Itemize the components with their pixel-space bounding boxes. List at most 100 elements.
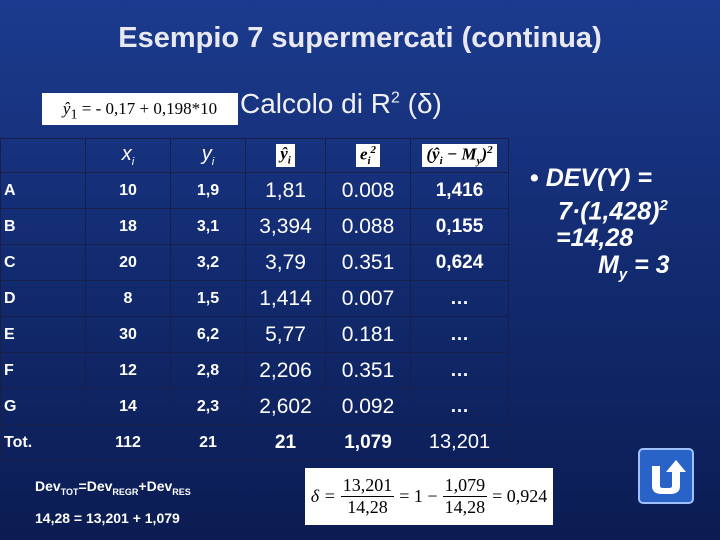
table-cell: 2,602 [245,388,326,425]
header-base: y [201,143,212,165]
table-cell: 3,79 [245,244,326,281]
bullet-line: • DEV(Y) = [530,165,720,192]
header-row: xi yi ŷi ei2 (ŷi − My)2 [0,138,509,173]
header-base: ŷ [280,144,288,164]
table-cell: G [0,388,86,425]
subtitle-rest: (δ) [399,88,442,119]
table-cell: 0,155 [410,208,509,245]
table-row: Tot. 112 21 21 1,079 13,201 [0,424,509,461]
table-cell: 0,624 [410,244,509,281]
table-cell: … [410,388,509,425]
table-cell: 1,81 [245,172,326,209]
header-sub: y [476,155,482,168]
table-cell: 2,8 [170,352,246,389]
subtitle: Calcolo di R2 (δ) [240,88,442,120]
denominator: 14,28 [347,497,388,517]
header-label: xi [122,143,134,168]
subtitle-sup: 2 [390,89,400,107]
delta-mid: = 1 − [399,486,438,506]
header-cell: ŷi [245,138,326,173]
regression-formula: ŷ1 = - 0,17 + 0,198*10 [42,93,238,125]
data-table: xi yi ŷi ei2 (ŷi − My)2 A 10 1,9 1,81 0.008 1,416 B… [0,138,509,461]
numerator: 13,201 [340,475,395,497]
table-cell: 1,079 [325,424,411,461]
header-sub: i [287,154,291,167]
header-sub: i [367,155,371,168]
table-cell: B [0,208,86,245]
bullet-sup: 2 [659,197,668,214]
header-cell [0,138,86,173]
bullet-sub: y [618,266,628,284]
table-cell: 8 [85,280,171,317]
table-cell: E [0,316,86,353]
delta-result: = 0,924 [492,486,548,506]
header-close: ) [481,144,488,164]
bullet-dot: • [530,164,546,192]
decomposition: DevTOT=DevREGR+DevRES [35,478,191,497]
table-cell: 5,77 [245,316,326,353]
decomp-text: +Dev [138,478,173,494]
header-label: (ŷi − My)2 [422,143,497,168]
header-base: (ŷ [426,144,440,164]
bullet-text: 7·(1,428) [558,197,660,226]
table-cell: 30 [85,316,171,353]
table-cell: 2,206 [245,352,326,389]
table-cell: F [0,352,86,389]
table-cell: … [410,280,509,317]
table-cell: 6,2 [170,316,246,353]
table-row: F 12 2,8 2,206 0.351… [0,352,509,389]
delta-formula: δ = 13,201 14,28 = 1 − 1,079 14,28 = 0,924 [305,468,553,525]
table-cell: 1,414 [245,280,326,317]
bullet-text: =14,28 [556,224,634,253]
table-cell: 3,394 [245,208,326,245]
bullet-text: DEV(Y) = [545,164,652,192]
table-row: D 8 1,5 1,414 0.007… [0,280,509,317]
table-cell: 10 [85,172,171,209]
bullet-text: = 3 [627,251,670,280]
table-cell: D [0,280,86,317]
numerator: 1,079 [442,475,488,497]
table-cell: 0.351 [325,352,411,389]
denominator: 14,28 [444,497,486,517]
table-cell: 1,5 [170,280,246,317]
header-sub: i [439,155,443,168]
table-cell: 21 [245,424,326,461]
header-sup: 2 [487,143,493,156]
table-row: E 30 6,2 5,77 0.181… [0,316,509,353]
bullet-line: My = 3 [530,252,720,288]
header-cell: ei2 [325,138,411,173]
header-rest: − M [442,144,477,164]
table-cell: 0.092 [325,388,411,425]
decomp-text: =Dev [78,478,113,494]
bullet-line: =14,28 [530,225,720,252]
table-cell: 0.181 [325,316,411,353]
fraction: 13,201 14,28 [340,475,395,518]
header-cell: (ŷi − My)2 [410,138,509,173]
table-cell: 14 [85,388,171,425]
table-cell: … [410,352,509,389]
back-button[interactable] [638,448,694,504]
table-cell: 1,416 [410,172,509,209]
table-cell: 0.008 [325,172,411,209]
subtitle-text: Calcolo di R [240,88,391,119]
bullet-line: 7·(1,428)2 [530,192,720,225]
title: Esempio 7 supermercati (continua) [118,22,602,54]
header-sub: i [211,156,215,168]
bullet-text: M [598,251,619,280]
delta-symbol: δ = [310,486,336,506]
table-row: A 10 1,9 1,81 0.008 1,416 [0,172,509,209]
header-cell: yi [170,138,246,173]
table-row: C 20 3,2 3,79 0.351 0,624 [0,244,509,281]
decomp-sub: RES [172,486,191,497]
fraction: 1,079 14,28 [442,475,488,518]
formula-rhs: = - 0,17 + 0,198*10 [81,99,218,118]
table-cell: 3,2 [170,244,246,281]
table-cell: 0.007 [325,280,411,317]
header-label: ŷi [276,144,295,167]
header-base: e [359,144,368,164]
decomp-text: Dev [35,478,61,494]
header-label: yi [201,143,215,168]
header-sup: 2 [370,143,377,156]
table-row: B 18 3,1 3,394 0.088 0,155 [0,208,509,245]
